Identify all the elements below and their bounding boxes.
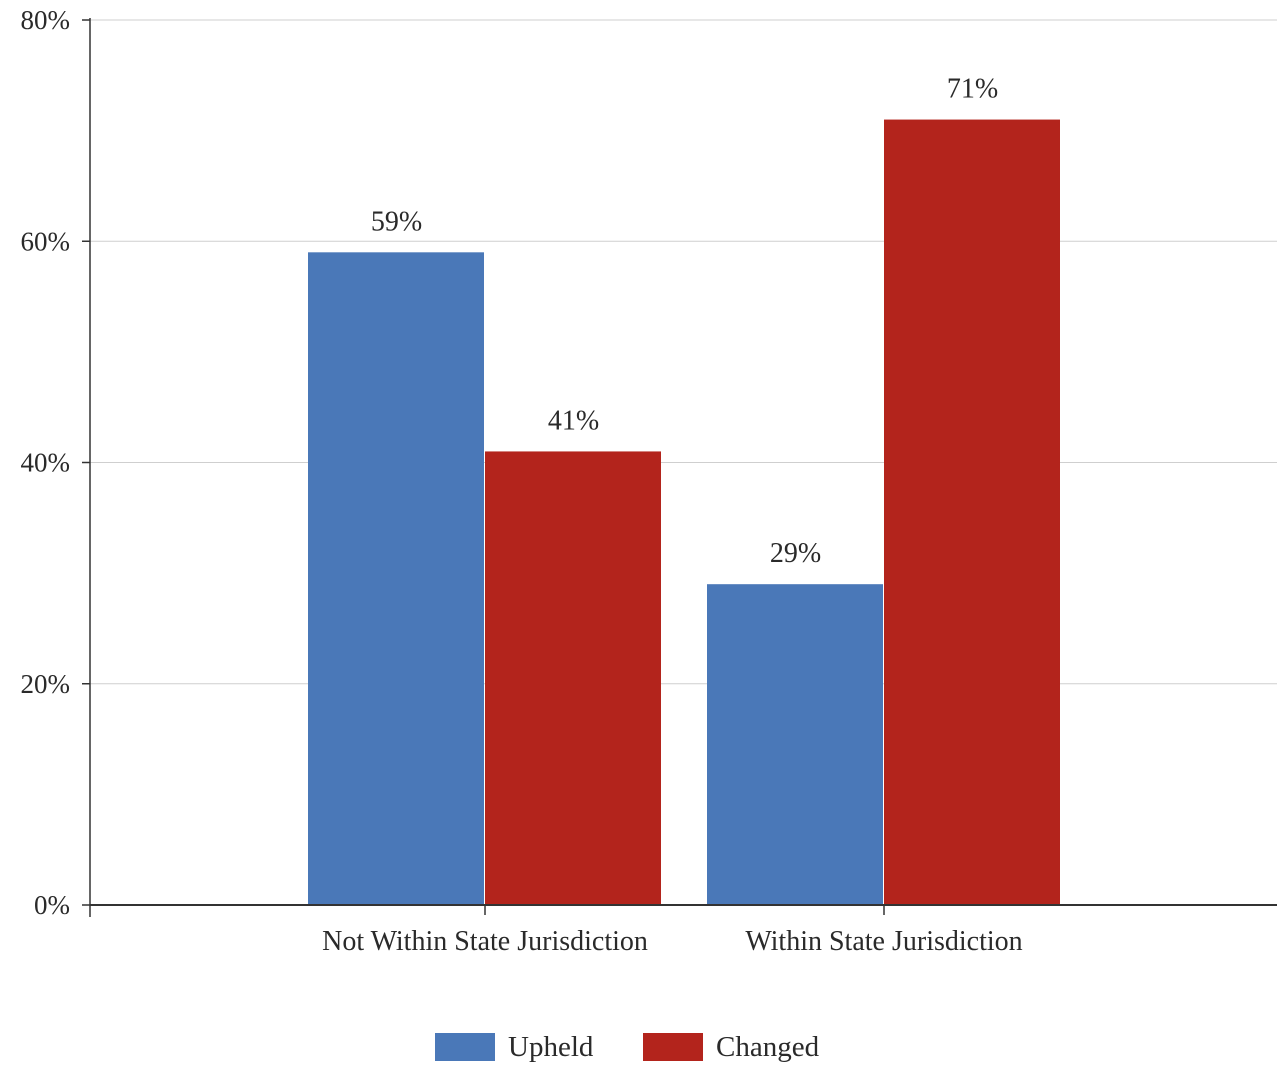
legend: Upheld Changed <box>435 1031 820 1063</box>
data-label: 71% <box>947 74 998 105</box>
data-label: 29% <box>770 538 821 569</box>
bar-upheld-2 <box>707 584 883 905</box>
bar-changed-1 <box>485 451 661 905</box>
bars <box>308 119 1060 905</box>
labels: 0% 20% 40% 60% 80% 59% 41% Not Within State Jur… <box>21 5 1023 957</box>
legend-label-changed: Changed <box>716 1031 820 1063</box>
legend-swatch-upheld <box>435 1033 495 1061</box>
y-tick-label: 80% <box>21 5 71 35</box>
x-tick-label: Not Within State Jurisdiction <box>322 926 648 957</box>
data-label: 59% <box>371 206 422 237</box>
legend-swatch-changed <box>643 1033 703 1061</box>
data-label: 41% <box>548 405 599 436</box>
axes <box>82 18 1277 917</box>
y-tick-label: 40% <box>21 448 71 478</box>
gridlines <box>90 19 1277 685</box>
x-tick-label: Within State Jurisdiction <box>745 926 1022 957</box>
bar-upheld-1 <box>308 252 484 905</box>
y-tick-label: 20% <box>21 669 71 699</box>
bar-changed-2 <box>884 119 1060 905</box>
legend-label-upheld: Upheld <box>508 1031 594 1063</box>
y-tick-label: 60% <box>21 226 71 256</box>
y-tick-label: 0% <box>34 890 70 920</box>
